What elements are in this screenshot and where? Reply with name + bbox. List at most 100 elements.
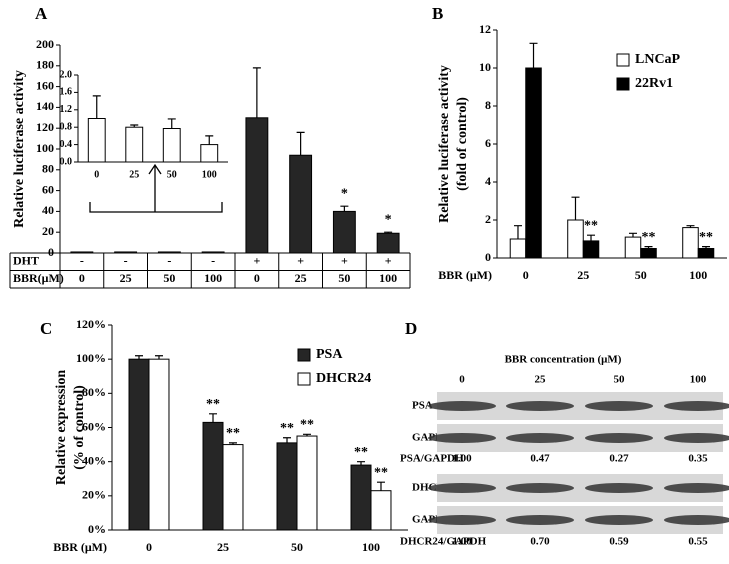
y-tick-label: 10 (479, 60, 491, 74)
x-tick-label: 25 (129, 169, 139, 180)
bar (509, 238, 527, 259)
x-axis-label: BBR (μM) (53, 540, 107, 554)
bar (624, 236, 642, 259)
blot-band (664, 483, 729, 493)
ratio: 0.35 (688, 453, 708, 465)
bar (376, 232, 400, 254)
table-cell: 25 (295, 271, 307, 285)
x-tick-label: 25 (577, 268, 589, 282)
x-tick-label: 0 (94, 169, 99, 180)
y-tick-label: 120 (36, 120, 54, 134)
blot-band (664, 433, 729, 443)
significance: ** (354, 445, 368, 460)
y-axis-label: Relative expression (54, 370, 69, 485)
legend-label: LNCaP (635, 52, 681, 67)
bar (697, 248, 715, 259)
x-tick-label: 0 (523, 268, 529, 282)
bar (222, 444, 244, 531)
table-cell: + (297, 254, 304, 268)
legend-swatch (616, 53, 630, 67)
y-tick-label: 6 (485, 136, 491, 150)
bar (148, 358, 170, 531)
error-bar (130, 124, 139, 128)
row-label: PSA (412, 400, 433, 412)
table-cell: 0 (79, 271, 85, 285)
bar (202, 421, 224, 531)
significance: ** (206, 397, 220, 412)
error-bar (357, 461, 366, 466)
y-tick-label: 100% (76, 351, 106, 365)
y-tick-label: 0 (48, 245, 54, 259)
y-tick-label: 0 (485, 250, 491, 264)
blot-band (664, 401, 729, 411)
bar (276, 442, 298, 531)
blot-band (428, 483, 496, 493)
y-tick-label: 80 (42, 162, 54, 176)
table-cell: 100 (204, 271, 222, 285)
table-cell: 50 (338, 271, 350, 285)
bar (296, 435, 318, 531)
table-cell: 50 (163, 271, 175, 285)
y-tick-label: 0.4 (60, 139, 73, 150)
y-tick-label: 120% (76, 317, 106, 331)
row-label: DHCR24/GAPDH (400, 536, 487, 548)
error-bar (340, 205, 349, 212)
error-bar (167, 118, 176, 129)
y-tick-label: 20% (82, 488, 106, 502)
lane-label: 100 (690, 374, 707, 386)
table-cell: + (253, 254, 260, 268)
x-tick-label: 100 (202, 169, 217, 180)
y-axis-label: (fold of control) (455, 97, 470, 191)
lane-label: 25 (535, 374, 547, 386)
significance: ** (280, 421, 294, 436)
bar (162, 128, 181, 163)
ratio: 0.59 (609, 536, 629, 548)
blot-band (506, 483, 574, 493)
error-bar (209, 413, 218, 423)
bar (289, 154, 313, 254)
ratio: 0.47 (530, 453, 550, 465)
y-tick-label: 60 (42, 182, 54, 196)
y-tick-label: 60% (82, 419, 106, 433)
x-tick-label: 100 (362, 540, 380, 554)
panel-letter: B (432, 4, 443, 23)
legend-swatch (297, 348, 311, 362)
y-tick-label: 180 (36, 58, 54, 72)
x-tick-label: 50 (635, 268, 647, 282)
error-bar (686, 225, 695, 228)
legend-label: DHCR24 (316, 371, 371, 386)
table-row-label: DHT (13, 254, 39, 268)
row-label: PSA/GAPDH (400, 453, 464, 465)
significance: ** (226, 426, 240, 441)
bar (125, 126, 144, 163)
error-bar (628, 232, 637, 238)
bar (200, 144, 219, 163)
bar (370, 490, 392, 531)
y-tick-label: 20 (42, 224, 54, 238)
blot-band (585, 515, 653, 525)
significance: ** (584, 218, 598, 233)
table-cell: + (385, 254, 392, 268)
panel-letter: C (40, 319, 52, 338)
y-tick-label: 40% (82, 453, 106, 467)
y-tick-label: 140 (36, 99, 54, 113)
blot-band (585, 483, 653, 493)
table-cell: - (167, 254, 171, 268)
blot-band (585, 401, 653, 411)
blot-band (506, 515, 574, 525)
error-bar (228, 442, 237, 445)
blot-band (428, 515, 496, 525)
y-tick-label: 4 (485, 174, 491, 188)
y-tick-label: 12 (479, 22, 491, 36)
y-tick-label: 8 (485, 98, 491, 112)
legend-label: PSA (316, 347, 343, 362)
table-cell: - (80, 254, 84, 268)
significance: ** (300, 418, 314, 433)
blot-band (664, 515, 729, 525)
significance: * (385, 212, 392, 227)
bar (350, 464, 372, 531)
y-tick-label: 2 (485, 212, 491, 226)
panel-letter: A (35, 4, 48, 23)
error-bar (92, 95, 101, 119)
